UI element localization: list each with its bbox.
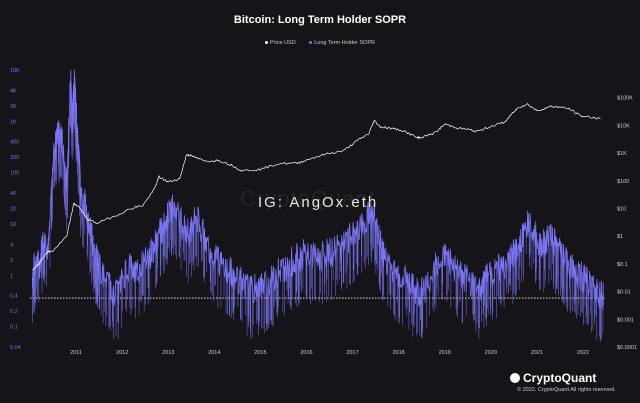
x-tick-label: 2022 [577, 350, 589, 356]
left-tick-label: 40 [10, 191, 16, 197]
legend-label-sopr: Long Term Holder SOPR [314, 40, 375, 46]
copyright: © 2022. CryptoQuant All rights reserved. [517, 387, 616, 393]
legend: Price USD Long Term Holder SOPR [0, 40, 640, 46]
right-tick-label: $100K [617, 96, 633, 102]
legend-dot-sopr [309, 41, 313, 45]
left-tick-label: 200 [10, 155, 19, 161]
right-tick-label: $0.01 [617, 290, 631, 296]
right-tick-label: $0.001 [617, 317, 634, 323]
left-tick-label: 20 [10, 207, 16, 213]
x-tick-label: 2019 [439, 350, 451, 356]
left-tick-label: 100 [10, 171, 19, 177]
left-tick-label: 0.1 [10, 325, 18, 331]
chart-title: Bitcoin: Long Term Holder SOPR [233, 14, 407, 26]
x-tick-label: 2018 [393, 350, 405, 356]
legend-label-price: Price USD [270, 40, 296, 46]
legend-dot-price [265, 41, 269, 45]
sopr-line [31, 69, 604, 311]
right-tick-label: $10 [617, 207, 626, 213]
right-tick-label: $10K [617, 123, 630, 129]
brand-logo[interactable]: CryptoQuant [510, 371, 596, 385]
left-tick-label: 2K [10, 104, 17, 110]
brand-name: CryptoQuant [523, 371, 597, 385]
legend-item-price[interactable]: Price USD [265, 40, 297, 46]
ig-tag: IG: AngOx.eth [258, 194, 379, 211]
price-line [32, 103, 601, 271]
left-tick-label: 400 [10, 140, 19, 146]
watermark: CryptoQuant [240, 186, 376, 211]
x-tick-label: 2017 [346, 350, 358, 356]
right-tick-label: $1K [617, 151, 627, 157]
right-tick-label: $100 [617, 179, 629, 185]
x-tick-label: 2011 [70, 350, 82, 356]
x-tick-label: 2016 [300, 350, 312, 356]
left-tick-label: 1 [10, 273, 13, 279]
left-tick-label: 4K [10, 88, 17, 94]
left-tick-label: 2 [10, 258, 13, 264]
x-tick-label: 2012 [116, 350, 128, 356]
left-tick-label: 0.4 [10, 294, 18, 300]
left-tick-label: 0.04 [10, 345, 21, 351]
left-tick-label: 4 [10, 242, 13, 248]
right-tick-label: $0.1 [617, 262, 628, 268]
x-tick-label: 2021 [531, 350, 543, 356]
right-tick-label: $1 [617, 234, 623, 240]
x-tick-label: 2020 [485, 350, 497, 356]
left-tick-label: 1K [10, 119, 17, 125]
left-tick-label: 10K [10, 68, 20, 74]
cryptoquant-logo-icon [510, 372, 520, 383]
x-tick-label: 2015 [254, 350, 266, 356]
legend-item-sopr[interactable]: Long Term Holder SOPR [309, 40, 375, 46]
x-tick-label: 2014 [208, 350, 220, 356]
left-tick-label: 0.2 [10, 309, 18, 315]
right-tick-label: $0.0001 [617, 345, 637, 351]
x-tick-label: 2013 [162, 350, 174, 356]
left-tick-label: 10 [10, 222, 16, 228]
